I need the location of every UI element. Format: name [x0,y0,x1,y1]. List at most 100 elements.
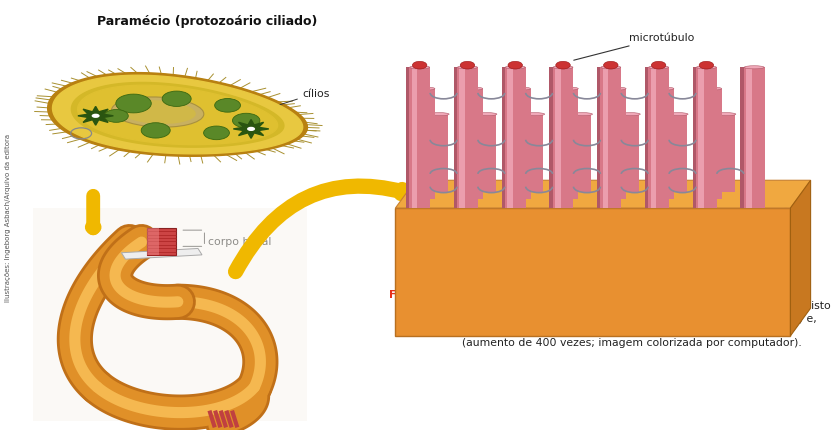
Polygon shape [746,68,752,208]
Ellipse shape [477,113,497,116]
Polygon shape [790,181,810,336]
Polygon shape [47,73,307,157]
Ellipse shape [415,88,435,91]
Circle shape [247,128,255,132]
Ellipse shape [558,88,578,91]
FancyBboxPatch shape [147,228,176,255]
Polygon shape [549,68,553,208]
Text: corpo basal: corpo basal [209,237,272,247]
Polygon shape [597,68,600,208]
Ellipse shape [463,88,483,91]
Polygon shape [693,68,696,208]
Polygon shape [701,89,721,200]
Ellipse shape [668,113,688,116]
Polygon shape [459,89,462,200]
Ellipse shape [458,66,477,70]
Polygon shape [607,89,613,200]
Ellipse shape [649,66,669,70]
Polygon shape [560,89,565,200]
Polygon shape [52,76,302,155]
Polygon shape [77,86,278,145]
Polygon shape [411,68,417,208]
Polygon shape [615,115,618,192]
Ellipse shape [621,113,640,116]
FancyBboxPatch shape [147,228,159,255]
FancyArrowPatch shape [91,196,95,229]
Polygon shape [427,115,448,192]
Polygon shape [512,89,518,200]
Polygon shape [567,115,570,192]
Ellipse shape [525,113,544,116]
Circle shape [141,123,170,139]
Circle shape [233,114,260,128]
Polygon shape [645,68,648,208]
Polygon shape [454,68,457,208]
Polygon shape [477,115,483,192]
Ellipse shape [745,66,765,70]
Ellipse shape [696,66,716,70]
Polygon shape [465,89,470,200]
Circle shape [162,92,191,107]
Ellipse shape [111,98,204,128]
Polygon shape [475,115,495,192]
Polygon shape [651,68,656,208]
FancyArrowPatch shape [235,187,403,272]
Polygon shape [716,115,721,192]
Circle shape [204,127,229,140]
Polygon shape [525,115,530,192]
Polygon shape [600,68,622,208]
Polygon shape [519,115,523,192]
Polygon shape [618,115,639,192]
Polygon shape [650,89,653,200]
Text: Ilustrações: Ingeborg Asbach/Arquivo da editora: Ilustrações: Ingeborg Asbach/Arquivo da … [5,133,12,301]
Polygon shape [697,89,701,200]
Polygon shape [509,89,530,200]
Polygon shape [648,68,669,208]
Text: Paramécio (protozoário ciliado): Paramécio (protozoário ciliado) [97,15,317,28]
Polygon shape [653,89,674,200]
Text: membrana plasmática: membrana plasmática [637,199,800,269]
Polygon shape [703,89,709,200]
Polygon shape [462,89,483,200]
Text: Estrutura dos cílios. (Os elementos ilustrados não
estão na mesma escala; cores : Estrutura dos cílios. (Os elementos ilus… [461,289,830,347]
Circle shape [603,62,618,70]
Ellipse shape [716,113,735,116]
Polygon shape [668,115,674,192]
Circle shape [508,62,523,70]
Polygon shape [396,181,810,208]
Polygon shape [711,115,714,192]
Polygon shape [602,68,608,208]
Polygon shape [234,120,268,139]
Polygon shape [457,68,478,208]
Polygon shape [424,115,427,192]
Polygon shape [740,68,744,208]
Circle shape [91,115,100,118]
Polygon shape [416,89,422,200]
Circle shape [699,62,714,70]
Circle shape [556,62,570,70]
Polygon shape [406,68,409,208]
Ellipse shape [505,66,525,70]
Polygon shape [502,68,504,208]
Polygon shape [570,115,591,192]
Polygon shape [507,68,513,208]
Text: Figura 7.19: Figura 7.19 [389,289,459,299]
Circle shape [214,99,240,113]
Polygon shape [71,83,284,148]
Ellipse shape [606,88,626,91]
Text: microtúbulo: microtúbulo [573,33,695,61]
Polygon shape [714,115,735,192]
Polygon shape [605,89,626,200]
Polygon shape [471,115,475,192]
Circle shape [460,62,475,70]
Ellipse shape [510,88,530,91]
Ellipse shape [410,66,430,70]
Polygon shape [662,115,666,192]
Polygon shape [744,68,765,208]
Polygon shape [621,115,626,192]
Polygon shape [696,68,717,208]
Polygon shape [553,68,573,208]
Polygon shape [409,68,430,208]
Polygon shape [506,89,509,200]
Polygon shape [573,115,578,192]
